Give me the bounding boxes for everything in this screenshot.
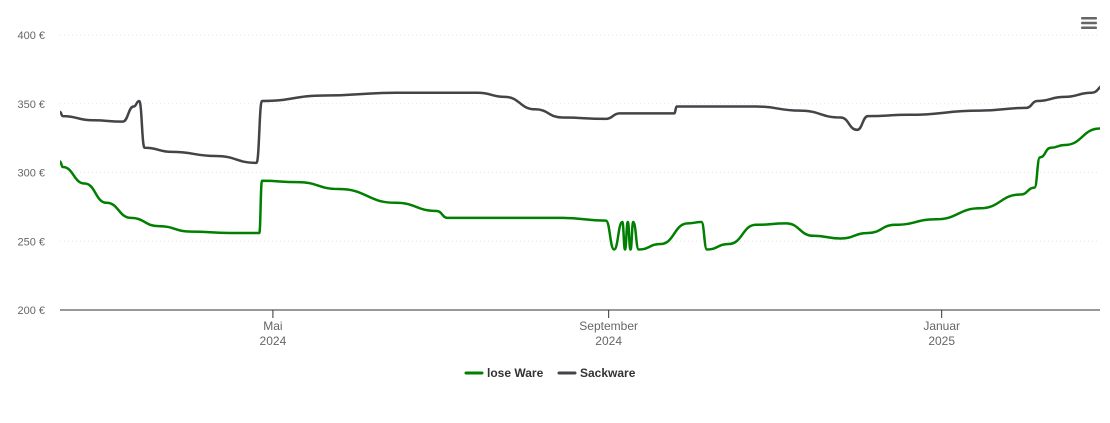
x-tick-label-month: Mai: [263, 319, 282, 333]
series-line-sackware[interactable]: [60, 50, 1110, 165]
y-axis: 200 € 250 € 300 € 350 € 400 €: [17, 30, 45, 317]
y-tick-label: 350 €: [17, 99, 45, 111]
y-tick-label: 400 €: [17, 30, 45, 42]
y-tick-label: 200 €: [17, 305, 45, 317]
legend: lose Ware Sackware: [464, 366, 636, 380]
grid-lines: [60, 34, 1100, 242]
hamburger-menu-icon[interactable]: [1080, 15, 1098, 31]
x-tick-label-year: 2025: [928, 334, 955, 348]
legend-label: lose Ware: [487, 366, 544, 380]
x-tick-label-month: September: [579, 319, 638, 333]
x-tick-label-month: Januar: [923, 319, 960, 333]
legend-item[interactable]: lose Ware: [464, 366, 544, 380]
series-lines: [60, 50, 1110, 251]
x-tick-label-year: 2024: [260, 334, 287, 348]
legend-label: Sackware: [580, 366, 636, 380]
y-tick-label: 300 €: [17, 168, 45, 180]
y-tick-label: 250 €: [17, 236, 45, 248]
series-line-lose-ware[interactable]: [60, 109, 1110, 251]
legend-item[interactable]: Sackware: [557, 366, 636, 380]
x-tick-label-year: 2024: [595, 334, 622, 348]
